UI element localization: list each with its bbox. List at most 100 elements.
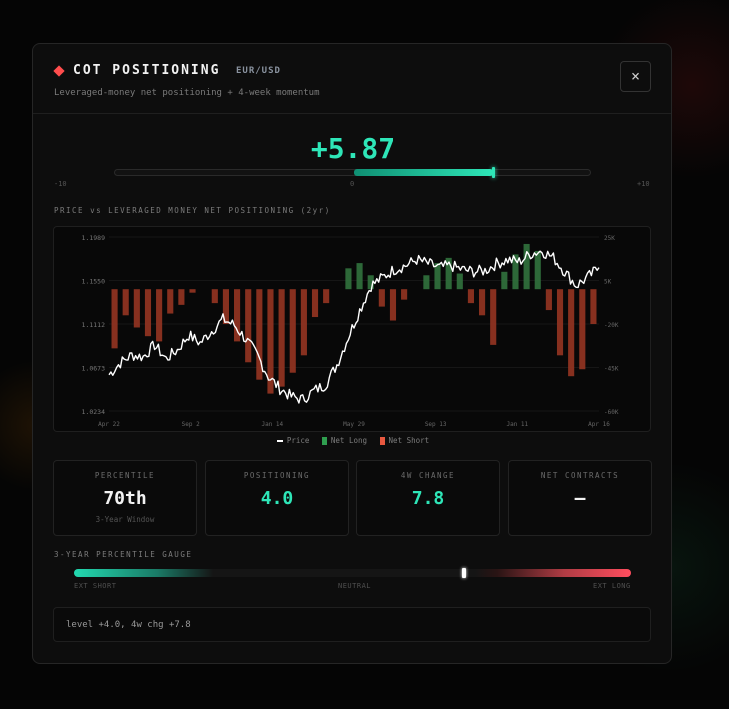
stat-card-positioning: POSITIONING 4.0	[205, 460, 349, 536]
x-tick-label: Jan 11	[506, 421, 528, 428]
net-short-bar	[267, 289, 274, 394]
net-short-bar	[378, 289, 385, 307]
net-long-bar	[501, 271, 508, 290]
summary-box: level +4.0, 4w chg +7.8	[53, 607, 651, 642]
net-long-bar	[534, 250, 541, 290]
modal-title: COT POSITIONING	[73, 63, 221, 78]
net-short-bar	[278, 289, 285, 387]
net-short-bar	[167, 289, 174, 314]
currency-pair: EUR/USD	[236, 66, 281, 76]
legend-net-short: Net Short	[379, 436, 430, 445]
x-tick-label: May 29	[343, 421, 365, 428]
stat-card-net-contracts: NET CONTRACTS —	[508, 460, 652, 536]
net-short-bar	[389, 289, 397, 321]
net-short-bar	[579, 289, 586, 370]
y-tick-label: 1.1112	[82, 321, 106, 329]
net-short-bar	[211, 289, 218, 304]
net-short-bar	[490, 289, 497, 345]
net-long-bar	[434, 263, 441, 290]
net-short-bar	[311, 289, 319, 318]
cot-modal: COT POSITIONING EUR/USD Leveraged-money …	[32, 43, 672, 664]
chart-legend: Price Net Long Net Short	[33, 436, 673, 445]
legend-short-label: Net Short	[388, 436, 430, 445]
stat-sub: 3-Year Window	[95, 515, 155, 524]
net-short-bar	[323, 289, 330, 304]
legend-net-long: Net Long	[321, 436, 368, 445]
net-short-bar	[568, 289, 575, 377]
stat-card-4w-change: 4W CHANGE 7.8	[356, 460, 500, 536]
net-short-bar	[133, 289, 140, 328]
score-fill	[353, 169, 494, 176]
y-tick-label: 1.0234	[82, 408, 106, 416]
legend-price-label: Price	[286, 436, 310, 445]
net-short-bar	[156, 289, 163, 342]
x-tick-label: Apr 16	[588, 421, 610, 428]
x-tick-label: Sep 13	[425, 421, 447, 428]
score-track	[114, 167, 591, 178]
score-mid-label: 0	[350, 180, 355, 188]
stat-value: —	[574, 488, 586, 509]
y2-tick-label: 25K	[604, 235, 615, 242]
net-long-bar	[512, 254, 519, 290]
legend-long-label: Net Long	[330, 436, 368, 445]
modal-subtitle: Leveraged-money net positioning + 4-week…	[54, 88, 320, 98]
net-long-bar	[367, 275, 374, 290]
net-short-bar	[479, 289, 486, 316]
y-tick-label: 1.0673	[82, 365, 106, 373]
legend-short-swatch	[379, 437, 385, 445]
gauge-right-label: EXT LONG	[593, 582, 631, 590]
net-short-bar	[289, 289, 296, 373]
net-long-bar	[456, 273, 463, 290]
price-line	[108, 250, 600, 404]
stat-label: 4W CHANGE	[400, 471, 456, 480]
net-long-bar	[445, 257, 452, 290]
gauge-section-label: 3-YEAR PERCENTILE GAUGE	[54, 550, 193, 559]
gauge-mid-label: NEUTRAL	[338, 582, 372, 590]
close-icon: ×	[630, 67, 641, 85]
net-short-bar	[234, 289, 241, 342]
y-tick-label: 1.1989	[82, 234, 106, 242]
net-long-bar	[356, 263, 363, 290]
net-short-bar	[178, 289, 185, 305]
net-long-bar	[523, 243, 530, 290]
stat-label: NET CONTRACTS	[540, 471, 620, 480]
score-max-label: +10	[637, 180, 650, 188]
score-value: +5.87	[310, 132, 396, 165]
x-tick-label: Apr 22	[98, 421, 120, 428]
y2-tick-label: -60K	[604, 409, 619, 416]
chart-panel: 1.1989 1.1550 1.1112 1.0673 1.0234 25K 5K -20K -…	[53, 226, 651, 432]
net-short-bar	[256, 289, 263, 380]
net-short-bar	[545, 289, 552, 311]
legend-price-swatch	[276, 440, 283, 442]
stat-value: 70th	[103, 488, 147, 509]
net-short-bar	[590, 289, 597, 324]
chart-section-label: PRICE vs LEVERAGED MONEY NET POSITIONING…	[54, 206, 331, 215]
y2-tick-label: -45K	[604, 366, 619, 373]
percentile-gauge	[74, 568, 631, 578]
close-button[interactable]: ×	[620, 61, 651, 92]
positioning-chart: 1.1989 1.1550 1.1112 1.0673 1.0234 25K 5K -20K -…	[82, 234, 619, 428]
x-tick-label: Sep 2	[182, 421, 200, 428]
net-short-bar	[144, 289, 152, 337]
y-tick-label: 1.1550	[82, 278, 106, 286]
gauge-left-label: EXT SHORT	[74, 582, 117, 590]
net-long-bar	[423, 275, 430, 290]
net-short-bar	[401, 289, 408, 300]
net-short-bar	[245, 289, 252, 363]
modal-header: COT POSITIONING EUR/USD Leveraged-money …	[33, 44, 671, 114]
net-short-bar	[111, 289, 118, 349]
stat-card-percentile: PERCENTILE 70th 3-Year Window	[53, 460, 197, 536]
stat-value: 4.0	[260, 488, 294, 509]
legend-long-swatch	[321, 437, 327, 445]
score-knob	[491, 167, 495, 178]
net-short-bar	[222, 289, 229, 324]
stat-label: PERCENTILE	[94, 471, 156, 480]
net-short-bar	[122, 289, 129, 316]
net-short-bar	[300, 289, 307, 356]
y2-tick-label: -20K	[604, 322, 619, 329]
legend-price: Price	[276, 436, 310, 445]
net-long-bar	[345, 268, 352, 290]
x-tick-label: Jan 14	[261, 421, 283, 428]
net-short-bar	[467, 289, 474, 304]
score-min-label: -10	[54, 180, 67, 188]
